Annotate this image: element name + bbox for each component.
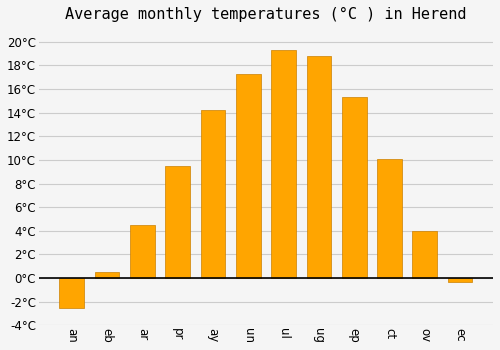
Bar: [306, 56, 331, 278]
Bar: [130, 225, 155, 278]
Bar: [236, 74, 260, 278]
Bar: [342, 97, 366, 278]
Bar: [271, 50, 296, 278]
Bar: [200, 110, 226, 278]
Bar: [412, 231, 437, 278]
Bar: [448, 278, 472, 282]
Title: Average monthly temperatures (°C ) in Herend: Average monthly temperatures (°C ) in He…: [65, 7, 466, 22]
Bar: [95, 272, 120, 278]
Bar: [166, 166, 190, 278]
Bar: [60, 278, 84, 308]
Bar: [377, 159, 402, 278]
